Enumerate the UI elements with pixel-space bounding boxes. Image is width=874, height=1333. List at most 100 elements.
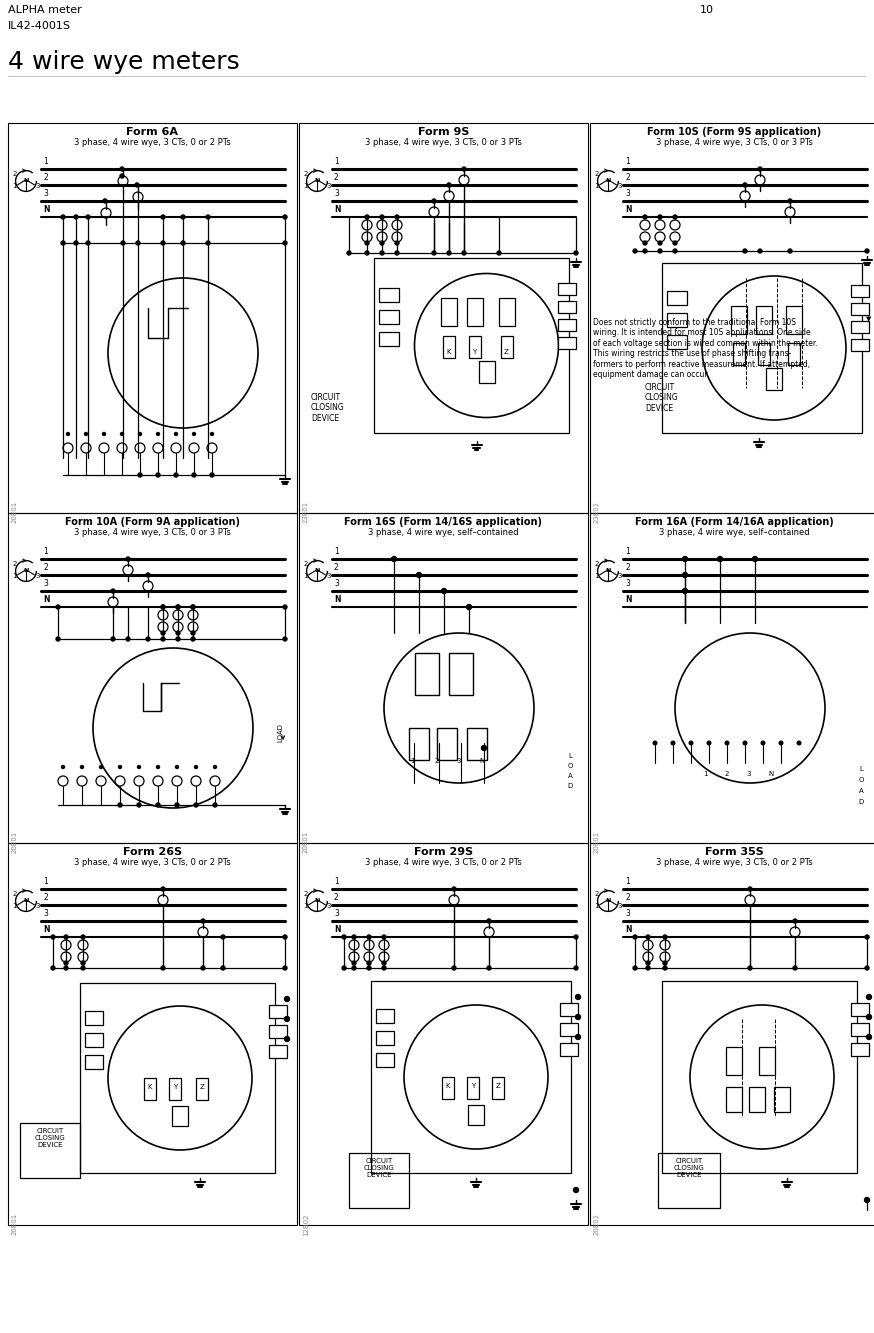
Circle shape bbox=[574, 966, 578, 970]
Text: 2: 2 bbox=[625, 173, 630, 183]
Circle shape bbox=[206, 215, 210, 219]
Circle shape bbox=[119, 765, 121, 769]
Bar bbox=[726, 1086, 742, 1112]
Text: 2: 2 bbox=[12, 890, 17, 897]
Circle shape bbox=[66, 432, 70, 436]
Text: Form 10A (Form 9A application): Form 10A (Form 9A application) bbox=[65, 517, 240, 527]
Bar bbox=[409, 728, 429, 760]
Circle shape bbox=[138, 473, 142, 477]
Text: 3: 3 bbox=[457, 758, 461, 764]
Text: Z: Z bbox=[496, 1082, 501, 1089]
Text: 2: 2 bbox=[43, 173, 48, 183]
Bar bbox=[20, 1122, 80, 1178]
Text: 1: 1 bbox=[43, 877, 48, 886]
Circle shape bbox=[195, 765, 198, 769]
Bar bbox=[379, 288, 399, 303]
Text: 3: 3 bbox=[625, 909, 630, 918]
Text: 3: 3 bbox=[327, 904, 331, 909]
Text: N: N bbox=[625, 595, 632, 604]
Text: 1: 1 bbox=[43, 157, 48, 167]
Text: K: K bbox=[148, 1084, 152, 1090]
Circle shape bbox=[395, 251, 399, 255]
Circle shape bbox=[194, 802, 198, 806]
Circle shape bbox=[285, 997, 289, 1001]
Text: 2: 2 bbox=[594, 561, 599, 567]
Circle shape bbox=[725, 741, 729, 745]
Circle shape bbox=[482, 745, 487, 750]
Bar bbox=[851, 1042, 869, 1056]
Circle shape bbox=[81, 934, 85, 938]
Bar bbox=[662, 981, 857, 1173]
Text: 1: 1 bbox=[11, 904, 17, 909]
Bar bbox=[169, 1078, 181, 1100]
Circle shape bbox=[707, 741, 711, 745]
Text: D: D bbox=[858, 798, 864, 805]
Bar bbox=[467, 728, 487, 760]
Circle shape bbox=[201, 966, 205, 970]
Circle shape bbox=[748, 886, 752, 890]
Circle shape bbox=[213, 802, 217, 806]
Bar bbox=[726, 1046, 742, 1074]
Text: 3: 3 bbox=[36, 904, 40, 909]
Circle shape bbox=[156, 473, 160, 477]
Text: 1: 1 bbox=[593, 904, 598, 909]
Circle shape bbox=[64, 966, 68, 970]
Bar bbox=[756, 307, 772, 335]
Circle shape bbox=[192, 473, 196, 477]
Text: 12B02: 12B02 bbox=[303, 1213, 309, 1236]
Text: Form 9S: Form 9S bbox=[418, 127, 469, 137]
Circle shape bbox=[380, 251, 384, 255]
Circle shape bbox=[283, 241, 287, 245]
Circle shape bbox=[285, 1037, 289, 1041]
Text: A: A bbox=[567, 773, 572, 778]
Bar bbox=[371, 981, 571, 1173]
Text: 2: 2 bbox=[43, 563, 48, 572]
Text: CIRCUIT
CLOSING
DEVICE: CIRCUIT CLOSING DEVICE bbox=[674, 1158, 704, 1178]
Circle shape bbox=[80, 765, 84, 769]
Circle shape bbox=[658, 215, 662, 219]
Circle shape bbox=[181, 241, 185, 245]
Text: 3 phase, 4 wire wye, 3 CTs, 0 or 3 PTs: 3 phase, 4 wire wye, 3 CTs, 0 or 3 PTs bbox=[656, 139, 813, 147]
Circle shape bbox=[658, 249, 662, 253]
Text: 20E01: 20E01 bbox=[12, 830, 18, 853]
Text: 1: 1 bbox=[410, 758, 414, 764]
Bar bbox=[492, 1077, 504, 1098]
Text: O: O bbox=[567, 762, 572, 769]
Circle shape bbox=[575, 994, 580, 1000]
Circle shape bbox=[191, 631, 195, 635]
Bar bbox=[558, 319, 576, 331]
Text: 2: 2 bbox=[334, 563, 339, 572]
Bar bbox=[558, 337, 576, 349]
Circle shape bbox=[780, 741, 783, 745]
Circle shape bbox=[81, 961, 85, 965]
Circle shape bbox=[743, 183, 747, 187]
Circle shape bbox=[61, 241, 65, 245]
Circle shape bbox=[161, 966, 165, 970]
Text: 3: 3 bbox=[625, 579, 630, 588]
Text: 3 phase, 4 wire wye, 3 CTs, 0 or 2 PTs: 3 phase, 4 wire wye, 3 CTs, 0 or 2 PTs bbox=[74, 858, 231, 866]
Bar bbox=[468, 336, 481, 357]
Circle shape bbox=[156, 432, 159, 436]
Text: 2: 2 bbox=[625, 893, 630, 902]
Bar bbox=[467, 297, 482, 325]
Circle shape bbox=[206, 241, 210, 245]
Circle shape bbox=[643, 249, 647, 253]
Text: 3: 3 bbox=[43, 189, 48, 199]
Text: N: N bbox=[24, 568, 29, 572]
Bar bbox=[8, 842, 297, 1225]
Circle shape bbox=[462, 167, 466, 171]
Circle shape bbox=[441, 588, 447, 593]
Circle shape bbox=[102, 432, 106, 436]
Bar bbox=[658, 1153, 720, 1208]
Circle shape bbox=[417, 572, 421, 577]
Circle shape bbox=[382, 961, 386, 965]
Text: 1: 1 bbox=[43, 547, 48, 556]
Circle shape bbox=[56, 605, 60, 609]
Text: 2: 2 bbox=[303, 561, 308, 567]
Circle shape bbox=[283, 966, 287, 970]
Text: ▼: ▼ bbox=[865, 316, 871, 323]
Text: 1: 1 bbox=[334, 157, 339, 167]
Circle shape bbox=[64, 961, 68, 965]
Circle shape bbox=[633, 934, 637, 938]
Text: LOAD: LOAD bbox=[277, 722, 283, 742]
